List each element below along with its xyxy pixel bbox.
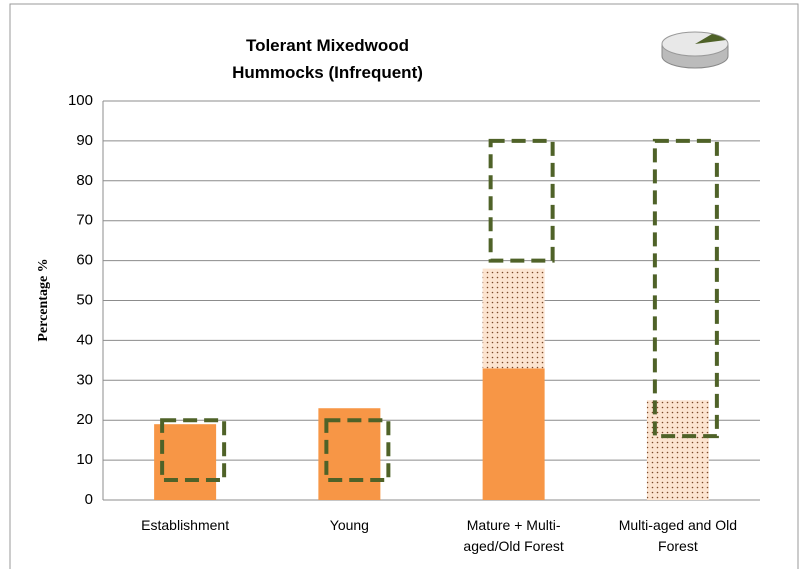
y-tick-label: 40 xyxy=(76,331,93,348)
pie-icon xyxy=(661,31,729,69)
x-tick-label: Young xyxy=(329,517,369,533)
target-range xyxy=(324,418,391,483)
y-tick-label: 0 xyxy=(85,491,93,508)
y-tick-label: 30 xyxy=(76,371,93,388)
target-range xyxy=(160,418,227,483)
x-tick-label: Multi-aged and Old Forest xyxy=(618,517,738,554)
x-tick-label: Establishment xyxy=(141,517,230,533)
y-axis-label: Percentage % xyxy=(36,258,51,341)
target-range xyxy=(652,138,719,439)
x-tick-label: Mature + Multi-aged/Old Forest xyxy=(463,517,564,554)
y-tick-label: 90 xyxy=(76,132,93,149)
bar-segment xyxy=(154,424,217,500)
target-range xyxy=(488,138,555,263)
y-tick-label: 100 xyxy=(68,92,93,109)
bar-segment xyxy=(646,400,709,500)
y-tick-label: 60 xyxy=(76,252,93,269)
y-tick-label: 50 xyxy=(76,291,93,308)
bar-segment xyxy=(482,368,545,500)
bar-segment xyxy=(482,268,545,369)
bar-segment xyxy=(318,408,381,500)
chart-title: Tolerant Mixedwood Hummocks (Infrequent) xyxy=(232,36,423,82)
y-tick-label: 70 xyxy=(76,212,93,229)
y-tick-label: 10 xyxy=(76,451,93,468)
y-tick-label: 80 xyxy=(76,172,93,189)
y-tick-label: 20 xyxy=(76,411,93,428)
